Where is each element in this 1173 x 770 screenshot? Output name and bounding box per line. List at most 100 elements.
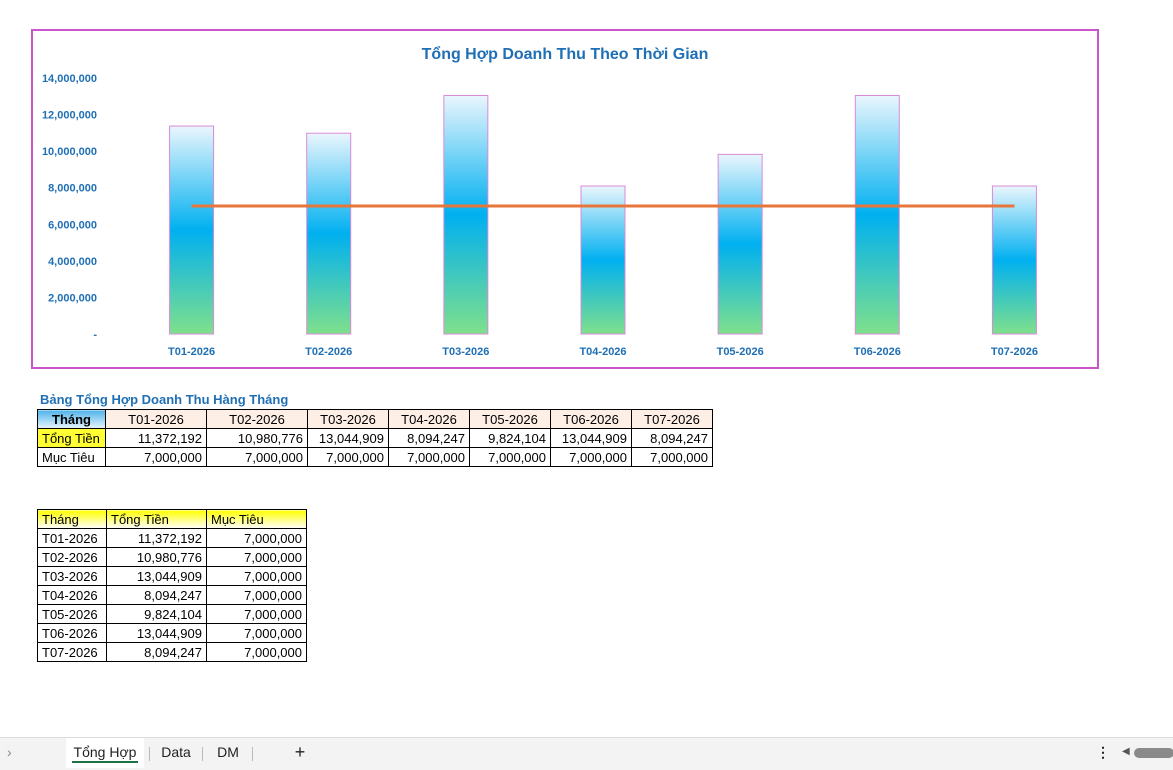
tab-divider xyxy=(252,747,253,761)
bar-T07-2026[interactable] xyxy=(991,185,1037,335)
bar-T03-2026[interactable] xyxy=(443,94,489,335)
summary-month-cell[interactable]: T07-2026 xyxy=(631,409,713,429)
detail-cell[interactable]: T01-2026 xyxy=(37,528,107,548)
table-row: T01-2026 11,372,192 7,000,000 xyxy=(37,528,307,548)
bar-T05-2026[interactable] xyxy=(717,153,763,335)
summary-cell[interactable]: 7,000,000 xyxy=(388,447,470,467)
summary-header-thang[interactable]: Tháng xyxy=(37,409,106,429)
x-tick-label: T02-2026 xyxy=(305,346,352,358)
active-tab-indicator xyxy=(72,761,138,763)
bar-T02-2026[interactable] xyxy=(306,132,352,335)
table-row: T02-2026 10,980,776 7,000,000 xyxy=(37,547,307,567)
detail-cell[interactable]: 7,000,000 xyxy=(206,604,307,624)
y-tick-label: 10,000,000 xyxy=(42,146,97,158)
table-row: T03-2026 13,044,909 7,000,000 xyxy=(37,566,307,586)
summary-month-cell[interactable]: T05-2026 xyxy=(469,409,551,429)
chart-title: Tổng Hợp Doanh Thu Theo Thời Gian xyxy=(422,45,709,63)
section-title: Bảng Tổng Hợp Doanh Thu Hàng Tháng xyxy=(40,392,289,407)
tab-divider xyxy=(149,747,150,761)
detail-cell[interactable]: T04-2026 xyxy=(37,585,107,605)
summary-cell[interactable]: 13,044,909 xyxy=(550,428,632,448)
detail-cell[interactable]: T03-2026 xyxy=(37,566,107,586)
summary-cell[interactable]: 7,000,000 xyxy=(307,447,389,467)
x-tick-label: T03-2026 xyxy=(442,346,489,358)
summary-header-row: Tháng T01-2026 T02-2026 T03-2026 T04-202… xyxy=(37,409,713,429)
revenue-chart[interactable]: Tổng Hợp Doanh Thu Theo Thời Gian - 2,000… xyxy=(31,29,1099,369)
summary-target-label[interactable]: Mục Tiêu xyxy=(37,447,106,467)
summary-month-cell[interactable]: T01-2026 xyxy=(105,409,207,429)
y-tick-label: - xyxy=(93,329,97,341)
detail-cell[interactable]: 13,044,909 xyxy=(106,623,207,643)
detail-cell[interactable]: 7,000,000 xyxy=(206,566,307,586)
detail-cell[interactable]: 8,094,247 xyxy=(106,642,207,662)
bar-T06-2026[interactable] xyxy=(854,94,900,335)
sheet-tab-bar: › Tổng Hợp Data DM + ⋮ ◀ xyxy=(0,737,1173,770)
summary-cell[interactable]: 10,980,776 xyxy=(206,428,308,448)
detail-header-cell[interactable]: Mục Tiêu xyxy=(206,509,307,529)
detail-header-row: Tháng Tổng Tiền Mục Tiêu xyxy=(37,509,307,529)
table-row: T07-2026 8,094,247 7,000,000 xyxy=(37,642,307,662)
more-vertical-icon[interactable]: ⋮ xyxy=(1096,744,1110,760)
bar-T01-2026[interactable] xyxy=(169,125,215,335)
detail-header-cell[interactable]: Tổng Tiền xyxy=(106,509,207,529)
detail-cell[interactable]: 13,044,909 xyxy=(106,566,207,586)
table-row: T05-2026 9,824,104 7,000,000 xyxy=(37,604,307,624)
summary-cell[interactable]: 7,000,000 xyxy=(469,447,551,467)
sheet-tab-tong-hop[interactable]: Tổng Hợp xyxy=(66,738,144,768)
y-tick-label: 14,000,000 xyxy=(42,73,97,85)
tab-divider xyxy=(202,747,203,761)
detail-cell[interactable]: 8,094,247 xyxy=(106,585,207,605)
bar-series xyxy=(169,94,1037,335)
summary-cell[interactable]: 8,094,247 xyxy=(631,428,713,448)
horizontal-scrollbar[interactable] xyxy=(1134,748,1173,758)
sheet-tab-data[interactable]: Data xyxy=(161,744,191,760)
detail-cell[interactable]: 11,372,192 xyxy=(106,528,207,548)
x-tick-label: T04-2026 xyxy=(579,346,626,358)
summary-cell[interactable]: 7,000,000 xyxy=(105,447,207,467)
detail-cell[interactable]: 7,000,000 xyxy=(206,547,307,567)
y-tick-label: 12,000,000 xyxy=(42,110,97,122)
summary-table: Tháng T01-2026 T02-2026 T03-2026 T04-202… xyxy=(37,409,713,467)
summary-cell[interactable]: 7,000,000 xyxy=(550,447,632,467)
detail-cell[interactable]: 7,000,000 xyxy=(206,585,307,605)
sheet-tab-label: Tổng Hợp xyxy=(73,744,137,760)
scroll-left-icon[interactable]: ◀ xyxy=(1122,746,1130,757)
x-axis: T01-2026 T02-2026 T03-2026 T04-2026 T05-2026… xyxy=(168,346,1038,358)
detail-header-cell[interactable]: Tháng xyxy=(37,509,107,529)
x-tick-label: T01-2026 xyxy=(168,346,215,358)
y-axis: - 2,000,000 4,000,000 6,000,000 8,000,000 10,… xyxy=(42,73,97,341)
detail-cell[interactable]: T07-2026 xyxy=(37,642,107,662)
detail-cell[interactable]: T05-2026 xyxy=(37,604,107,624)
summary-month-cell[interactable]: T02-2026 xyxy=(206,409,308,429)
x-tick-label: T06-2026 xyxy=(854,346,901,358)
table-row: T04-2026 8,094,247 7,000,000 xyxy=(37,585,307,605)
summary-month-cell[interactable]: T06-2026 xyxy=(550,409,632,429)
chevron-right-icon[interactable]: › xyxy=(7,744,12,760)
summary-cell[interactable]: 9,824,104 xyxy=(469,428,551,448)
summary-cell[interactable]: 13,044,909 xyxy=(307,428,389,448)
detail-cell[interactable]: 10,980,776 xyxy=(106,547,207,567)
detail-cell[interactable]: 9,824,104 xyxy=(106,604,207,624)
x-tick-label: T07-2026 xyxy=(991,346,1038,358)
summary-cell[interactable]: 8,094,247 xyxy=(388,428,470,448)
summary-cell[interactable]: 7,000,000 xyxy=(206,447,308,467)
summary-cell[interactable]: 7,000,000 xyxy=(631,447,713,467)
detail-cell[interactable]: T02-2026 xyxy=(37,547,107,567)
summary-month-cell[interactable]: T03-2026 xyxy=(307,409,389,429)
y-tick-label: 6,000,000 xyxy=(48,219,97,231)
detail-cell[interactable]: 7,000,000 xyxy=(206,623,307,643)
summary-total-label[interactable]: Tổng Tiền xyxy=(37,428,106,448)
y-tick-label: 2,000,000 xyxy=(48,292,97,304)
y-tick-label: 4,000,000 xyxy=(48,256,97,268)
detail-table: Tháng Tổng Tiền Mục Tiêu T01-2026 11,372… xyxy=(37,509,307,662)
detail-cell[interactable]: 7,000,000 xyxy=(206,642,307,662)
detail-cell[interactable]: T06-2026 xyxy=(37,623,107,643)
table-row: T06-2026 13,044,909 7,000,000 xyxy=(37,623,307,643)
plus-icon[interactable]: + xyxy=(294,742,306,762)
sheet-tab-dm[interactable]: DM xyxy=(217,744,239,760)
summary-cell[interactable]: 11,372,192 xyxy=(105,428,207,448)
summary-month-cell[interactable]: T04-2026 xyxy=(388,409,470,429)
y-tick-label: 8,000,000 xyxy=(48,183,97,195)
detail-cell[interactable]: 7,000,000 xyxy=(206,528,307,548)
bar-T04-2026[interactable] xyxy=(580,185,626,335)
